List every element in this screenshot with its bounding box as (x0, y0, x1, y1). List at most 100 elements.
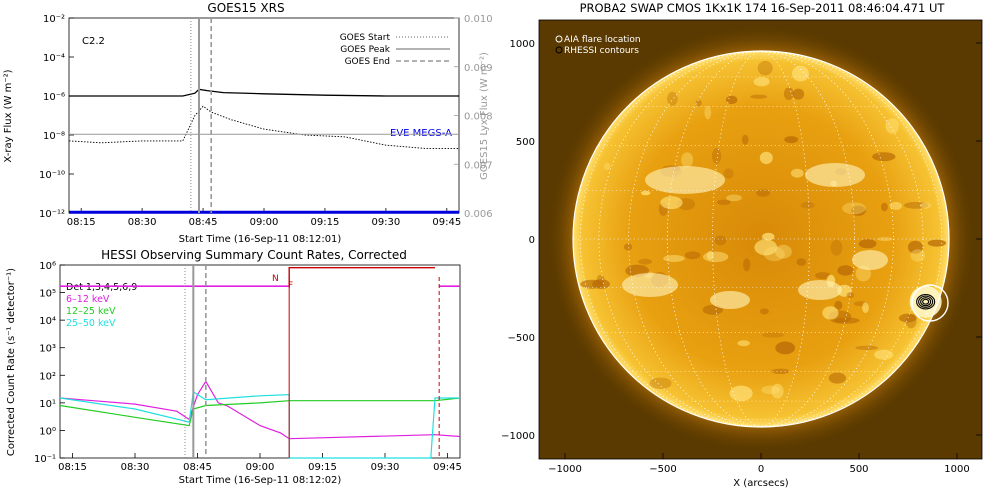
sun-surface-feature (762, 232, 775, 241)
sun-surface-feature (783, 87, 794, 100)
goes-eve-label: EVE MEGS-A (390, 128, 452, 139)
sun-surface-feature (834, 300, 843, 310)
sun-surface-feature (828, 372, 847, 384)
sun-surface-feature (684, 251, 701, 260)
aia-legend-marker (555, 35, 563, 43)
hessi-x-tick-label: 09:30 (371, 462, 400, 473)
sun-surface-feature (759, 151, 773, 165)
sun-surface-feature (754, 239, 778, 256)
sun-surface-feature (907, 240, 923, 254)
rhessi-contour (922, 298, 930, 305)
sun-y-tick-label: −500 (508, 333, 535, 344)
goes-x-tick-label: 08:45 (189, 217, 218, 228)
sun-active-region (645, 166, 725, 194)
sun-y-tick-label: 500 (516, 137, 535, 148)
goes-xrs-short-series (68, 105, 459, 150)
sun-active-region (798, 280, 842, 300)
sun-title: PROBA2 SWAP CMOS 1Kx1K 174 16-Sep-2011 0… (580, 1, 946, 15)
sun-surface-feature (792, 88, 805, 100)
hessi-x-tick-label: 08:45 (183, 462, 212, 473)
hessi-legend-label: 6–12 keV (66, 294, 110, 305)
sun-surface-feature (729, 385, 753, 402)
goes-y-tick-label: 10⁻¹² (39, 209, 65, 220)
sun-xlabel: X (arcsecs) (733, 478, 789, 489)
sun-surface-feature (771, 368, 790, 374)
sun-surface-feature (842, 202, 866, 215)
hessi-y-tick-label: 10³ (39, 344, 56, 355)
rhessi-legend-marker (555, 46, 563, 54)
sun-surface-feature (763, 246, 785, 262)
hessi-ylabel: Corrected Count Rate (s⁻¹ detector⁻¹) (6, 268, 17, 456)
hessi-x-tick-label: 08:15 (58, 462, 87, 473)
goes-x-tick-label: 09:30 (371, 217, 400, 228)
goes-y2-tick-label: 0.007 (464, 160, 493, 171)
sun-flare-brightening (909, 285, 942, 318)
goes-y-tick-label: 10⁻¹⁰ (39, 170, 65, 181)
hessi-flag-f: F (288, 281, 293, 291)
sun-surface-feature (885, 118, 899, 134)
sun-surface-feature (756, 189, 771, 197)
sun-surface-feature (741, 134, 749, 145)
hessi-plot-frame (59, 264, 461, 459)
goes-ylabel-right: GOES15 Lyx Flux (W m⁻²) (479, 52, 490, 180)
sun-surface-feature (855, 345, 879, 350)
sun-surface-feature (877, 237, 893, 242)
sun-limb (572, 50, 950, 428)
sun-surface-feature (837, 265, 854, 276)
sun-surface-feature (858, 239, 877, 249)
goes-y-tick-label: 10⁻⁶ (43, 92, 65, 103)
sun-surface-feature (775, 244, 792, 259)
sun-surface-feature (743, 258, 751, 272)
rhessi-contours (916, 293, 936, 310)
sun-x-tick-label: 1000 (944, 464, 969, 475)
goes-legend: GOES Start GOES Peak GOES End (340, 33, 450, 67)
goes-plot-frame (68, 17, 460, 214)
hessi-legend-label: Det 1,3,4,5,6,9 (66, 282, 137, 293)
hessi-25-50kev-series (59, 390, 460, 459)
sun-surface-feature (723, 168, 734, 179)
sun-surface-feature (753, 77, 770, 87)
sun-surface-feature (663, 255, 685, 262)
sun-surface-feature (702, 304, 724, 315)
sun-surface-feature (580, 279, 604, 289)
sun-y-tick-label: 0 (529, 235, 535, 246)
hessi-y-tick-label: 10² (39, 371, 56, 382)
goes-xrs-chart: GOES15 XRS C2.2 EVE MEGS-A X-ray Flux (W… (3, 1, 493, 245)
sun-y-tick-label: −1000 (501, 431, 535, 442)
sun-x-tick-label: 500 (849, 464, 868, 475)
goes-y2-tick-label: 0.008 (464, 112, 493, 123)
sun-active-region (852, 250, 888, 270)
hessi-x-tick-label: 08:30 (121, 462, 150, 473)
sun-legend-rhessi: RHESSI contours (564, 46, 639, 56)
sun-surface-feature (784, 136, 799, 144)
sun-surface-feature (815, 272, 831, 280)
sun-surface-feature (623, 243, 633, 251)
sun-x-tick-label: −1000 (548, 464, 582, 475)
hessi-y-tick-label: 10⁶ (39, 261, 56, 272)
sun-surface-feature (910, 249, 926, 262)
sun-surface-feature (757, 60, 773, 76)
hessi-x-tick-label: 09:15 (308, 462, 337, 473)
sun-surface-feature (927, 239, 947, 247)
sun-surface-feature (905, 313, 917, 329)
hessi-count-rate-chart: HESSI Observing Summary Count Rates, Cor… (6, 250, 462, 486)
sun-surface-feature (640, 190, 651, 196)
sun-grid-longitude (579, 51, 943, 427)
hessi-x-tick-label: 09:00 (246, 462, 275, 473)
sun-surface-feature (714, 235, 727, 246)
goes-x-tick-label: 08:15 (67, 217, 96, 228)
sun-surface-feature (862, 302, 869, 314)
sun-surface-feature (800, 201, 815, 209)
rhessi-contour (918, 295, 934, 308)
sun-surface-feature (851, 205, 866, 216)
hessi-6-12kev-series (59, 380, 461, 440)
sun-surface-feature (790, 168, 804, 178)
goes-y-tick-label: 10⁻⁸ (43, 131, 65, 142)
sun-x-tick-label: −500 (649, 464, 676, 475)
goes-x-tick-label: 09:00 (250, 217, 279, 228)
sun-surface-feature (920, 202, 931, 209)
goes-title: GOES15 XRS (207, 1, 284, 15)
sun-surface-feature (796, 258, 807, 266)
sun-surface-feature (716, 199, 731, 205)
